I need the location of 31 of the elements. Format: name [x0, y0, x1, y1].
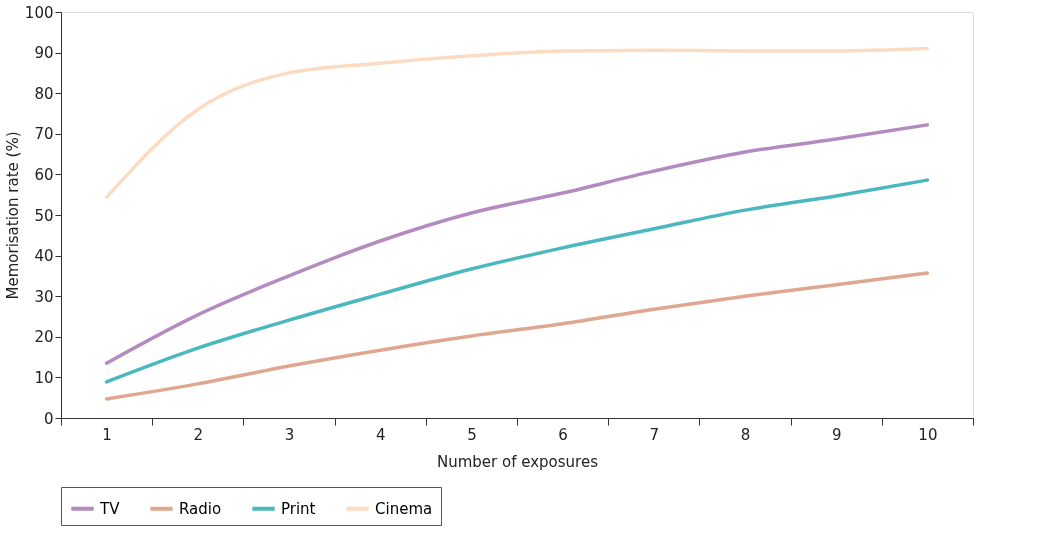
y-tick-label: 20 — [34, 328, 54, 347]
y-tick-label: 50 — [34, 206, 54, 225]
y-tick-label: 60 — [34, 165, 54, 184]
x-tick-label: 8 — [740, 425, 751, 444]
x-tick-label: 4 — [375, 425, 386, 444]
x-tick-label: 3 — [284, 425, 295, 444]
x-tick-label: 9 — [831, 425, 842, 444]
line-series — [104, 271, 930, 401]
y-tick-label: 10 — [34, 368, 54, 387]
y-tick-label: 0 — [43, 409, 54, 428]
legend-label: Cinema — [375, 499, 433, 518]
y-tick-label: 90 — [34, 44, 54, 63]
y-axis-title: Memorisation rate (%) — [3, 131, 22, 300]
x-tick-label: 2 — [193, 425, 204, 444]
line-series — [104, 46, 930, 199]
y-tick-label: 30 — [34, 287, 54, 306]
x-tick-label: 1 — [102, 425, 112, 444]
y-tick-label: 40 — [34, 247, 54, 266]
x-tick-label: 6 — [558, 425, 568, 444]
y-tick-label: 80 — [34, 84, 54, 103]
x-tick-label: 10 — [918, 425, 938, 444]
line-series — [104, 123, 930, 365]
legend-label: Print — [281, 499, 316, 518]
x-tick-label: 5 — [467, 425, 477, 444]
x-axis-title: Number of exposures — [437, 452, 599, 471]
legend-label: TV — [99, 499, 121, 518]
y-tick-label: 70 — [34, 125, 54, 144]
line-series — [104, 178, 930, 384]
x-tick-label: 7 — [649, 425, 660, 444]
y-tick-label: 100 — [24, 3, 54, 22]
legend-label: Radio — [179, 499, 222, 518]
